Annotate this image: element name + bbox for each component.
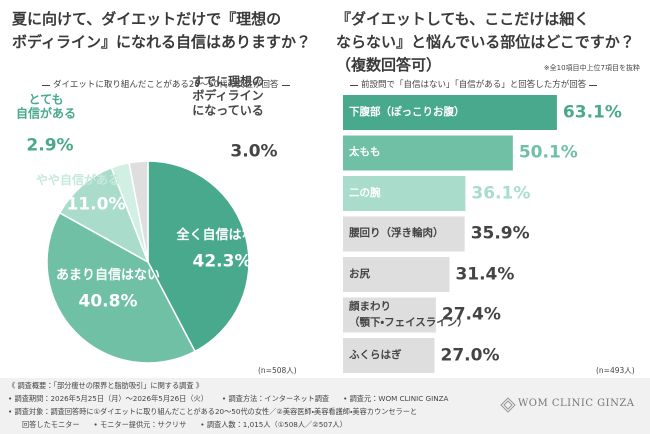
footer-item: • 調査方法：インターネット調査 [221, 394, 330, 403]
logo-icon [500, 397, 516, 413]
pie-note: (n=508人) [258, 366, 297, 375]
pie-title: 夏に向けて、ダイエットだけで『理想の ボディライン』になれる自信はありますか？ [12, 10, 311, 51]
bar-subtitle: 前設問で「自信はない」「自信がある」と回答した方が回答 [350, 80, 597, 91]
bar [343, 297, 436, 333]
pie-slice [128, 160, 149, 263]
footer-item: 回答したモニター [22, 420, 80, 429]
category-label: 太もも [349, 146, 381, 159]
bar-note: (n=493人) [596, 366, 635, 375]
slice-label: すでに理想の ボディライン になっている [191, 74, 265, 118]
slice-label: あまり自信はない [55, 268, 161, 284]
value-label: 42.3% [192, 251, 252, 272]
footer-heading: 《 調査概要：「部分痩せの限界と脂肪吸引」に関する調査 》 [8, 381, 204, 390]
category-label: 腰回り（浮き輪肉） [349, 227, 444, 240]
bar [343, 176, 466, 211]
bar-footnote: ※全10項目中上位7項目を抜粋 [543, 64, 640, 72]
value-label: 35.9% [470, 223, 530, 244]
value-label: 11.0% [66, 194, 126, 215]
footer-item: • 調査人数：1,015人（①508人／②507人） [200, 420, 347, 429]
slice-label: とても 自信がある [15, 92, 77, 121]
bar-title: 『ダイエットしても、ここだけは細く ならない』と悩んでいる部位はどこですか？ （… [336, 10, 635, 74]
value-label: 40.8% [78, 291, 138, 312]
footer-item: • モニター提供元：サクリサ [93, 420, 187, 429]
category-label: 顔まわり （顎下・フェイスライン） [349, 300, 468, 328]
category-label: お尻 [349, 267, 370, 280]
footer: 《 調査概要：「部分痩せの限界と脂肪吸引」に関する調査 》 WOM CLINIC… [0, 378, 650, 434]
pie-slice [46, 211, 196, 364]
category-label: 下腹部（ぽっこりお腹） [349, 105, 465, 118]
footer-row: • 調査期間：2026年5月25日（月）〜2026年5月26日（火） • 調査方法… [8, 394, 448, 404]
value-label: 63.1% [562, 101, 622, 122]
footer-row: 回答したモニター • モニター提供元：サクリサ • 調査人数：1,015人（①508… [22, 420, 347, 430]
bar [343, 135, 513, 171]
footer-item: • 調査対象：調査回答時に①ダイエットに取り組んだことがある20〜50代の女性／… [8, 407, 418, 416]
bar [343, 257, 450, 292]
bar [343, 338, 435, 373]
footer-item: • 調査期間：2026年5月25日（月）〜2026年5月26日（火） [8, 394, 208, 403]
footer-row: • 調査対象：調査回答時に①ダイエットに取り組んだことがある20〜50代の女性／… [8, 407, 417, 417]
pie-slice [147, 160, 250, 353]
value-label: 2.9% [26, 135, 74, 156]
value-label: 36.1% [471, 182, 531, 203]
slice-label: 全く自信はない [176, 228, 268, 244]
footer-item: • 調査元：WOM CLINIC GINZA [343, 394, 449, 403]
slice-label: やや自信がある [35, 172, 121, 187]
value-label: 3.0% [230, 141, 278, 162]
logo: WOM CLINIC GINZA [518, 398, 635, 409]
pie-subtitle: ダイエットに取り組んだことがある20〜50代の女性が回答 [42, 80, 290, 91]
value-label: 27.4% [441, 304, 501, 325]
bar [343, 95, 557, 130]
value-label: 50.1% [518, 142, 578, 163]
category-label: ふくらはぎ [349, 348, 402, 361]
category-label: 二の腕 [349, 186, 381, 199]
bar [343, 216, 465, 252]
value-label: 27.0% [440, 344, 500, 365]
pie-slice [58, 166, 150, 264]
value-label: 31.4% [455, 263, 515, 284]
